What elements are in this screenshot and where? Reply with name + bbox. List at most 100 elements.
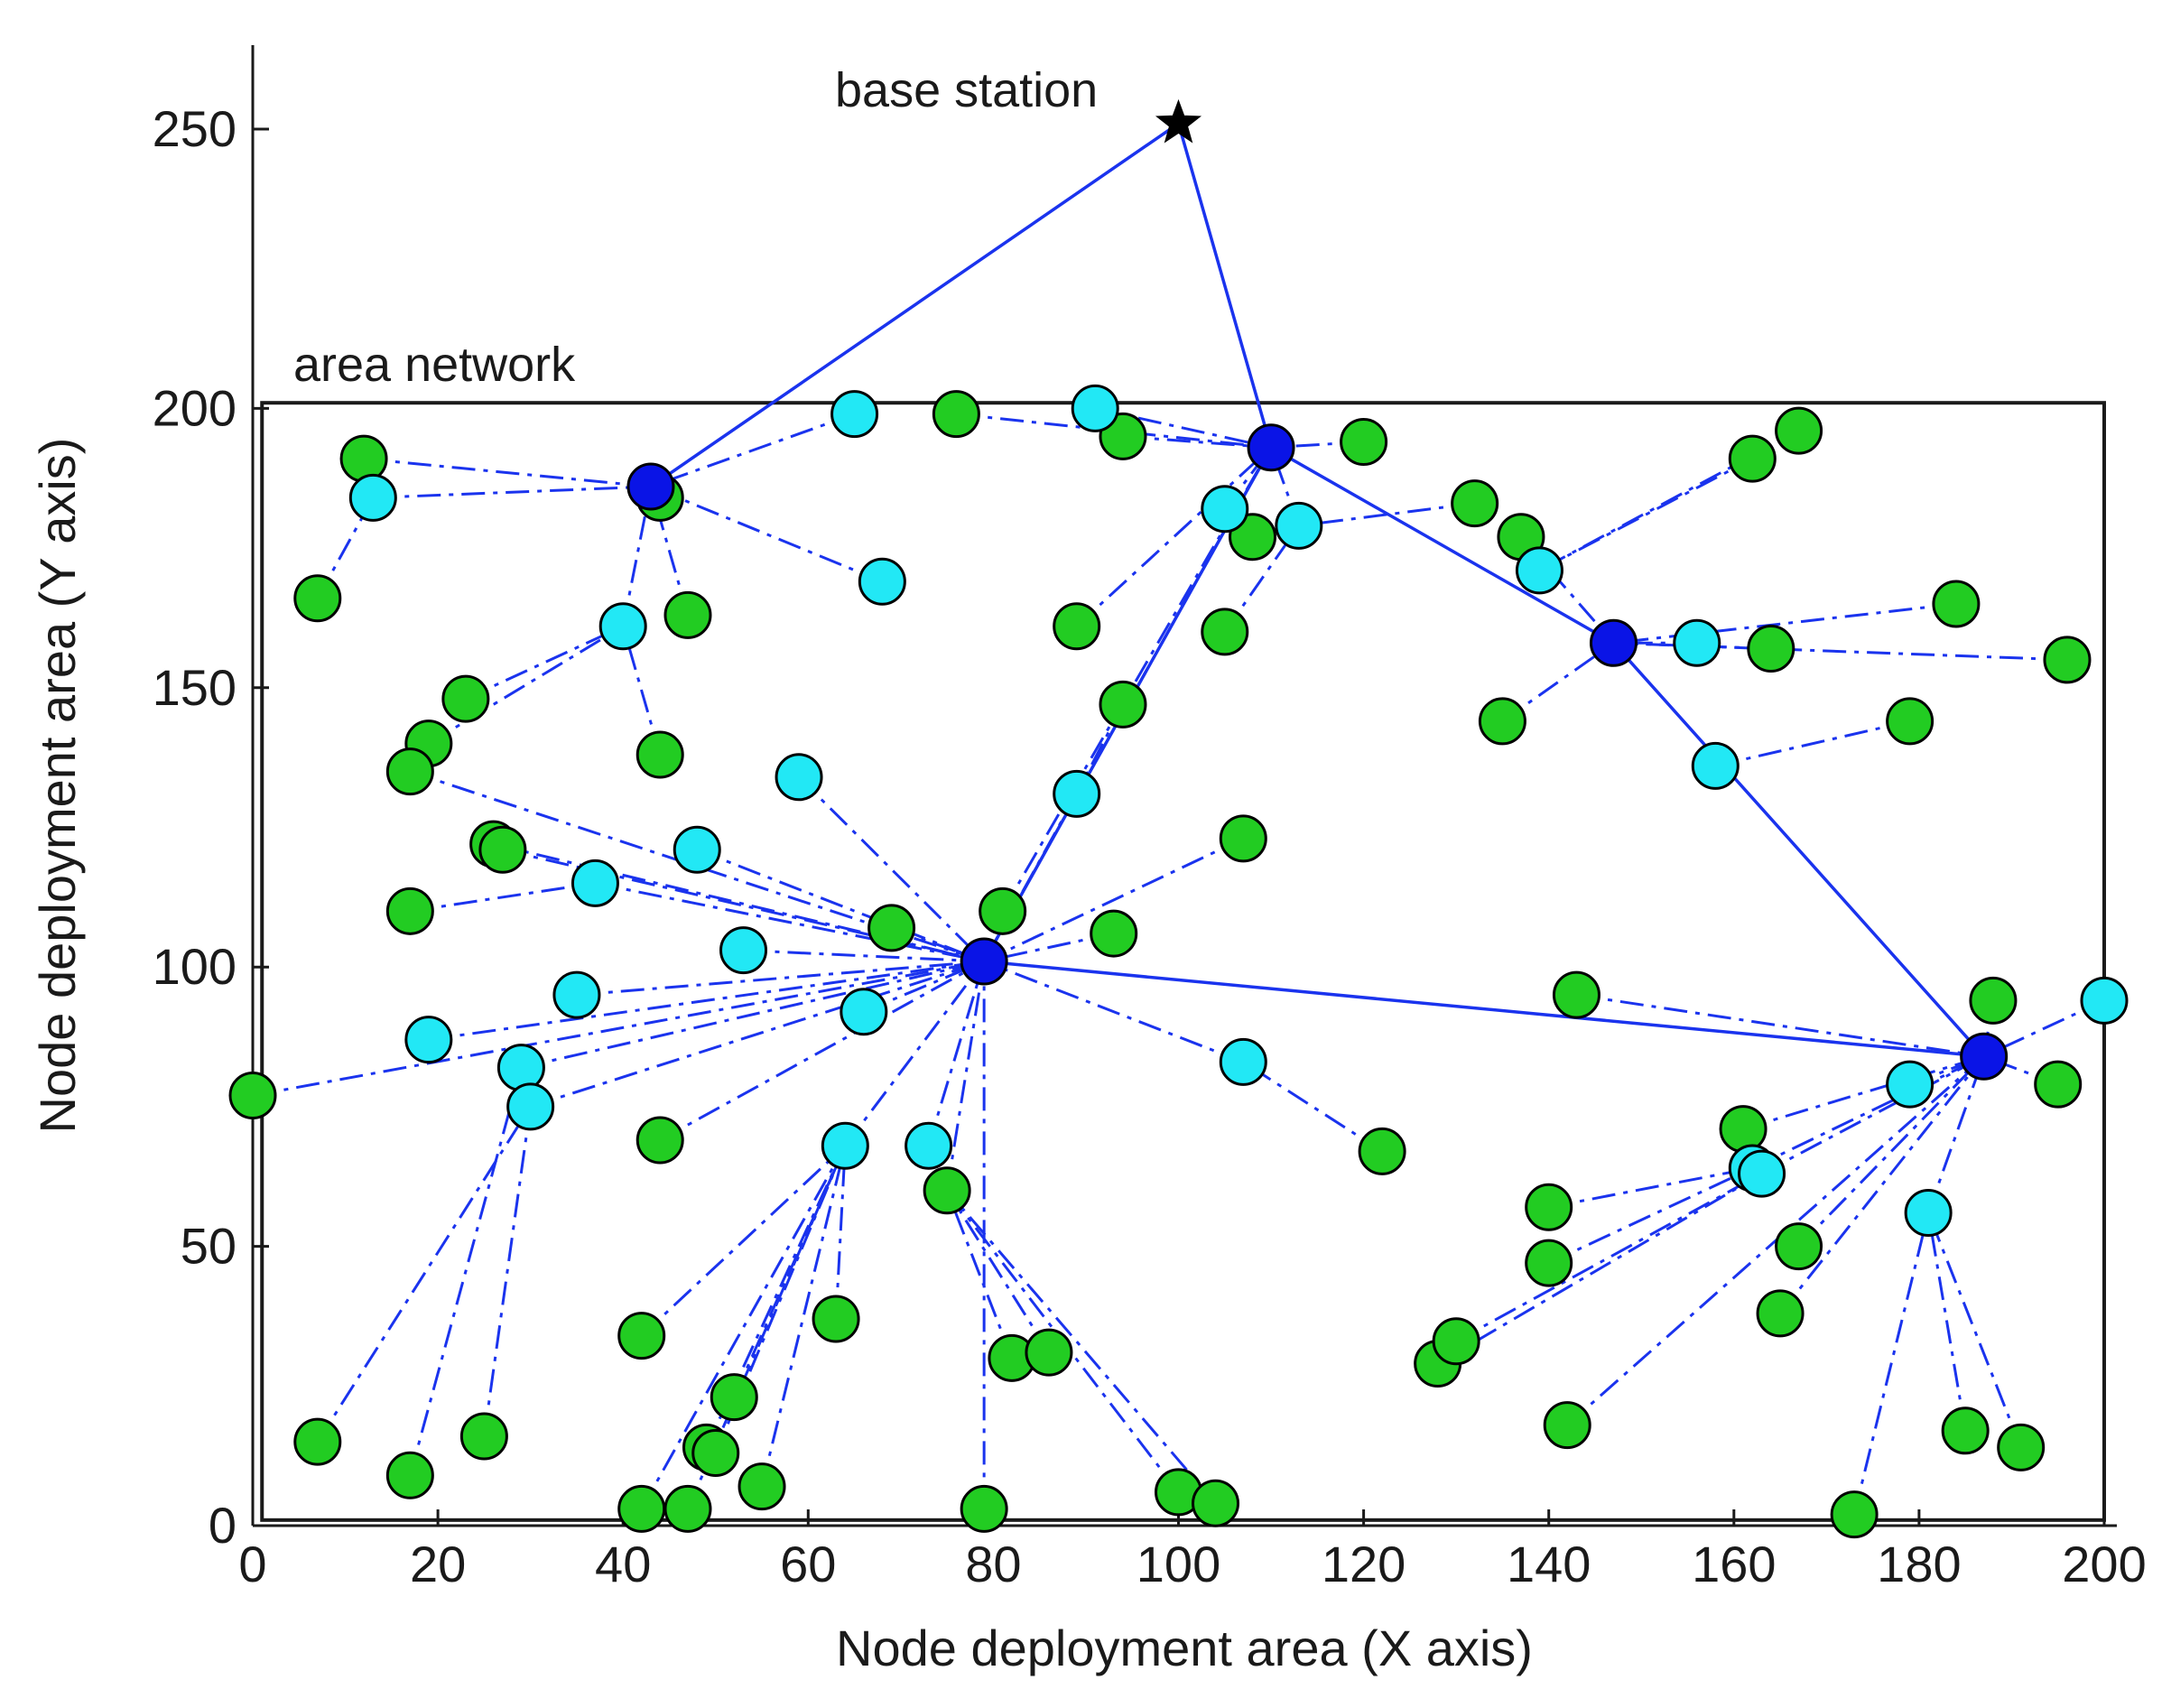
- link-line: [1538, 457, 1754, 572]
- x-tick-label: 160: [1692, 1536, 1776, 1592]
- sensor-node: [293, 1417, 342, 1466]
- relay-node: [348, 473, 397, 522]
- link-line: [650, 485, 883, 583]
- link-line: [956, 413, 1272, 450]
- link-line: [844, 961, 986, 1147]
- link-line: [1742, 1054, 1985, 1131]
- relay-node: [2080, 976, 2129, 1025]
- sensor-node: [2034, 1060, 2083, 1109]
- link-line: [659, 960, 985, 1142]
- relay-node: [821, 1121, 869, 1170]
- link-line: [834, 1146, 847, 1320]
- area-network-box: [260, 401, 2106, 1522]
- sensor-node: [1941, 1406, 1990, 1455]
- backbone-segment: [1612, 642, 1985, 1058]
- link-line: [252, 960, 985, 1097]
- x-tick-label: 200: [2062, 1536, 2146, 1592]
- backbone-segment: [983, 960, 1984, 1058]
- sensor-node: [1932, 580, 1981, 628]
- link-line: [1242, 1061, 1383, 1153]
- relay-node: [673, 825, 721, 874]
- sensor-node: [1192, 1479, 1240, 1527]
- link-line: [1852, 1212, 1930, 1515]
- relay-node: [1053, 769, 1101, 818]
- sensor-node: [1201, 608, 1249, 656]
- link-line: [316, 1106, 532, 1443]
- plot-axes: [251, 45, 2117, 1527]
- sensor-node: [1053, 602, 1101, 651]
- sensor-node: [636, 730, 684, 779]
- link-line: [1613, 602, 1957, 645]
- x-tick-label: 120: [1322, 1536, 1406, 1592]
- sensor-node: [1219, 814, 1267, 863]
- cluster-head: [626, 462, 675, 511]
- sensor-node: [385, 886, 434, 935]
- y-tick-label: 250: [153, 100, 237, 157]
- link-line: [1760, 1054, 1985, 1175]
- link-line: [650, 413, 856, 488]
- sensor-node: [1747, 624, 1795, 673]
- sensor-node: [1756, 1289, 1805, 1338]
- link-line: [1926, 1055, 1986, 1213]
- sensor-node: [1099, 680, 1147, 729]
- relay-nodes: [348, 384, 2129, 1237]
- relay-node: [719, 926, 768, 975]
- relay-node: [1738, 1149, 1786, 1198]
- link-line: [1548, 1166, 1753, 1265]
- link-line: [428, 625, 624, 745]
- cluster-head: [960, 937, 1008, 986]
- link-line: [743, 949, 985, 963]
- sensor-node: [691, 1429, 740, 1478]
- sensor-node: [1830, 1490, 1879, 1539]
- relay-node: [1071, 384, 1119, 432]
- relay-node: [506, 1082, 555, 1131]
- sensor-node: [1775, 406, 1823, 455]
- link-line: [530, 960, 985, 1109]
- y-axis-label: Node deployment area (Y axis): [29, 438, 86, 1134]
- backbone-segment: [1270, 446, 1615, 645]
- cluster-head: [1247, 423, 1295, 472]
- sensor-node: [1340, 418, 1388, 467]
- y-tick-label: 100: [153, 938, 237, 995]
- link-line: [1576, 993, 1984, 1058]
- sensor-node: [1525, 1239, 1573, 1287]
- relay-node: [1904, 1188, 1953, 1237]
- sensor-nodes: [228, 390, 2092, 1539]
- link-line: [363, 457, 652, 488]
- link-line: [983, 837, 1244, 963]
- cluster-head: [1589, 618, 1638, 667]
- x-tick-label: 80: [965, 1536, 1021, 1592]
- sensor-node: [478, 825, 527, 874]
- sensor-node: [738, 1462, 786, 1511]
- sensor-node: [617, 1312, 666, 1360]
- relay-node: [1275, 501, 1323, 550]
- link-line: [945, 961, 986, 1191]
- x-tick-label: 180: [1877, 1536, 1961, 1592]
- relay-node: [905, 1121, 953, 1170]
- x-tick-label: 60: [780, 1536, 836, 1592]
- link-line: [1926, 1212, 1967, 1432]
- x-tick-label: 0: [238, 1536, 266, 1592]
- link-line: [1455, 1172, 1763, 1343]
- sensor-node: [636, 1116, 684, 1165]
- sensor-node: [1886, 697, 1934, 746]
- base-station-star-icon: [1155, 98, 1202, 144]
- sensor-node: [663, 1484, 712, 1533]
- cluster-heads: [626, 423, 2009, 1081]
- link-line: [983, 960, 1244, 1063]
- sensor-node: [1997, 1423, 2046, 1471]
- sensor-node: [1969, 976, 2018, 1025]
- y-tick-label: 50: [181, 1218, 237, 1275]
- relay-node: [840, 988, 888, 1036]
- link-line: [428, 960, 985, 1042]
- cluster-head: [1960, 1032, 2009, 1081]
- link-line: [410, 881, 596, 913]
- sensor-node: [663, 590, 712, 639]
- sensor-node: [867, 904, 916, 952]
- y-axis-ticks: 0 50 100 150 200 250: [153, 100, 269, 1554]
- sensor-node: [1025, 1328, 1073, 1377]
- sensor-node: [923, 1166, 971, 1215]
- sensor-node: [441, 674, 490, 723]
- sensor-node: [228, 1072, 277, 1120]
